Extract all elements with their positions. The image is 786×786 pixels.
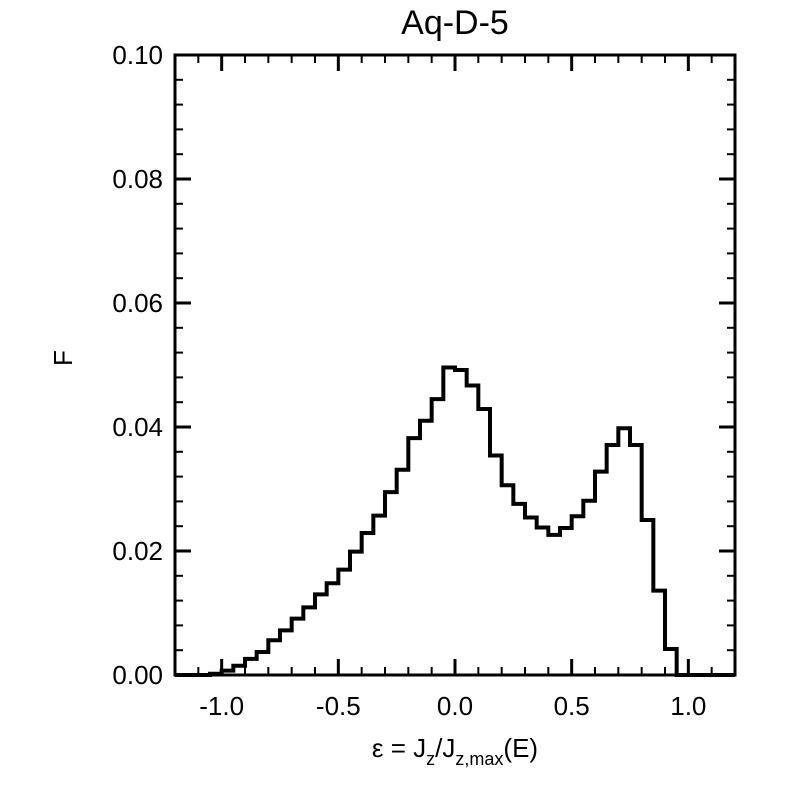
histogram-bin (432, 399, 444, 675)
histogram-bin (548, 535, 560, 675)
histogram-bin (420, 421, 432, 675)
histogram-bin (607, 445, 619, 675)
histogram-bin (362, 533, 374, 675)
x-tick-label: 0.0 (437, 691, 473, 721)
x-axis-label-mid: /J (435, 733, 455, 763)
x-axis-label-prefix: ε = J (372, 733, 426, 763)
x-axis-label-suffix: (E) (503, 733, 538, 763)
histogram-bin (373, 516, 385, 675)
y-tick-label: 0.02 (112, 536, 163, 566)
x-tick-label: 0.5 (554, 691, 590, 721)
chart-title: Aq-D-5 (401, 4, 509, 42)
histogram-bin (583, 501, 595, 675)
x-axis-label: ε = Jz/Jz,max(E) (372, 733, 538, 769)
histogram-bin (467, 385, 479, 675)
histogram-bin (513, 504, 525, 675)
x-tick-label: 1.0 (670, 691, 706, 721)
histogram-bin (502, 485, 514, 675)
y-tick-label: 0.04 (112, 412, 163, 442)
y-axis-ticks: 0.00 0.02 0.04 0.06 0.08 0.10 (112, 40, 735, 690)
x-tick-label: -0.5 (316, 691, 361, 721)
histogram-bin (327, 583, 339, 675)
histogram-bin (490, 456, 502, 675)
histogram-bin (408, 438, 420, 675)
histogram-outline (175, 365, 735, 677)
histogram-bin (385, 492, 397, 675)
y-axis-label: F (48, 350, 78, 366)
plot-frame (173, 53, 737, 677)
histogram-bin (572, 516, 584, 675)
histogram-bin (397, 470, 409, 675)
histogram-bin (455, 370, 467, 675)
histogram-bin (525, 518, 537, 675)
y-tick-label: 0.08 (112, 164, 163, 194)
y-tick-label: 0.10 (112, 40, 163, 70)
y-tick-label: 0.06 (112, 288, 163, 318)
histogram-bin (537, 527, 549, 675)
histogram-bin (618, 428, 630, 675)
histogram-bin (338, 570, 350, 675)
y-tick-label: 0.00 (112, 660, 163, 690)
x-axis-ticks: -1.0 -0.5 0.0 0.5 1.0 (174, 55, 736, 721)
x-axis-label-sub2: z,max (455, 749, 503, 769)
x-tick-label: -1.0 (199, 691, 244, 721)
histogram-bin (560, 528, 572, 675)
x-axis-label-sub1: z (426, 749, 435, 769)
histogram-bin (443, 367, 455, 675)
